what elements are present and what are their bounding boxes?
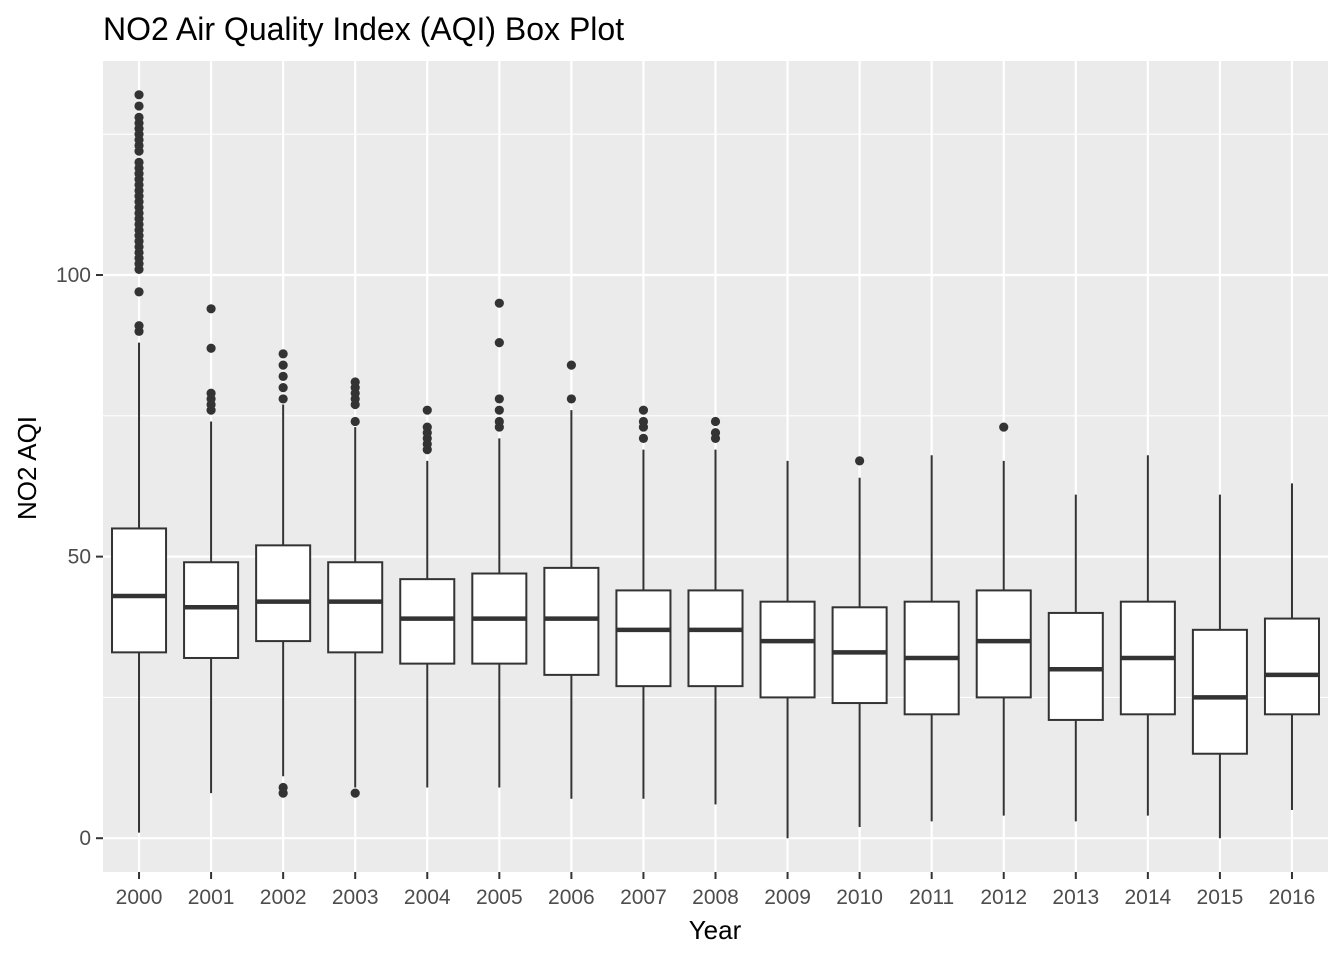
- x-tick-label: 2000: [116, 886, 163, 909]
- box-iqr: [615, 589, 672, 688]
- x-tick-label: 2001: [188, 886, 235, 909]
- box-2015: [1191, 494, 1248, 839]
- outlier-point: [134, 157, 144, 167]
- chart-title: NO2 Air Quality Index (AQI) Box Plot: [103, 11, 624, 47]
- x-tick-label: 2013: [1052, 886, 1099, 909]
- outlier-point: [206, 388, 216, 398]
- outlier-point: [350, 788, 360, 798]
- outlier-point: [134, 112, 144, 122]
- axes: 0 50 100 2000 2001 2002 2003 2004 2005 2006 2007 20…: [56, 264, 1315, 909]
- box-iqr: [759, 600, 816, 699]
- outlier-point: [855, 456, 865, 466]
- outlier-point: [134, 321, 144, 331]
- box-2008: [687, 416, 744, 805]
- x-tick-label: 2009: [764, 886, 811, 909]
- box-iqr: [1047, 611, 1104, 721]
- outlier-point: [710, 416, 721, 427]
- outlier-point: [350, 416, 360, 427]
- box-2003: [327, 377, 384, 798]
- box-iqr: [1263, 617, 1320, 716]
- box-iqr: [111, 527, 168, 654]
- box-2005: [471, 298, 528, 788]
- outlier-point: [710, 428, 721, 438]
- outlier-point: [206, 343, 216, 353]
- outlier-point: [638, 416, 649, 427]
- x-tick-label: 2016: [1269, 886, 1316, 909]
- box-2016: [1263, 483, 1320, 811]
- x-tick-label: 2014: [1124, 886, 1171, 909]
- box-2000: [111, 90, 168, 833]
- x-tick-label: 2002: [260, 886, 307, 909]
- outlier-point: [494, 298, 504, 308]
- x-tick-label: 2012: [980, 886, 1027, 909]
- outlier-point: [494, 394, 504, 404]
- outlier-point: [638, 405, 649, 415]
- box-iqr: [687, 589, 744, 688]
- x-tick-label: 2015: [1197, 886, 1244, 909]
- outlier-point: [134, 287, 144, 297]
- box-2006: [543, 360, 600, 799]
- outlier-point: [206, 304, 216, 314]
- outlier-point: [566, 360, 576, 370]
- x-axis-title: Year: [689, 915, 742, 945]
- y-tick-label: 0: [79, 827, 91, 850]
- outlier-point: [278, 360, 288, 370]
- box-2009: [759, 460, 816, 839]
- outlier-point: [134, 90, 144, 100]
- x-tick-label: 2006: [548, 886, 595, 909]
- box-2014: [1119, 455, 1176, 816]
- box-marks: [111, 90, 1320, 839]
- box-iqr: [831, 606, 888, 705]
- outlier-point: [494, 416, 504, 427]
- box-iqr: [183, 561, 240, 659]
- box-2007: [615, 405, 672, 799]
- x-tick-label: 2007: [620, 886, 667, 909]
- outlier-point: [566, 394, 576, 404]
- box-2004: [399, 405, 456, 788]
- box-iqr: [399, 578, 456, 665]
- x-tick-label: 2010: [836, 886, 883, 909]
- box-2002: [255, 349, 312, 798]
- box-2001: [183, 304, 240, 794]
- box-2012: [975, 422, 1032, 816]
- outlier-point: [278, 371, 288, 381]
- outlier-point: [350, 377, 360, 387]
- box-iqr: [543, 566, 600, 676]
- outlier-point: [134, 101, 144, 111]
- outlier-point: [278, 782, 288, 793]
- box-2010: [831, 456, 888, 827]
- outlier-point: [999, 422, 1009, 432]
- outlier-point: [422, 405, 432, 415]
- outlier-point: [278, 349, 288, 359]
- x-tick-label: 2008: [692, 886, 739, 909]
- x-tick-label: 2005: [476, 886, 523, 909]
- y-axis-title: NO2 AQI: [12, 416, 42, 520]
- box-iqr: [975, 589, 1032, 699]
- x-tick-label: 2004: [404, 886, 451, 909]
- box-iqr: [1191, 628, 1248, 755]
- outlier-point: [422, 422, 432, 432]
- x-tick-label: 2003: [332, 886, 379, 909]
- y-tick-label: 50: [68, 546, 91, 569]
- box-2013: [1047, 494, 1104, 822]
- box-iqr: [255, 544, 312, 643]
- outlier-point: [638, 433, 649, 443]
- box-iqr: [327, 561, 384, 654]
- x-tick-label: 2011: [909, 886, 954, 909]
- y-tick-label: 100: [56, 264, 91, 287]
- box-2011: [903, 455, 960, 822]
- outlier-point: [278, 383, 288, 393]
- outlier-point: [494, 405, 504, 415]
- outlier-point: [278, 394, 288, 404]
- outlier-point: [494, 337, 504, 348]
